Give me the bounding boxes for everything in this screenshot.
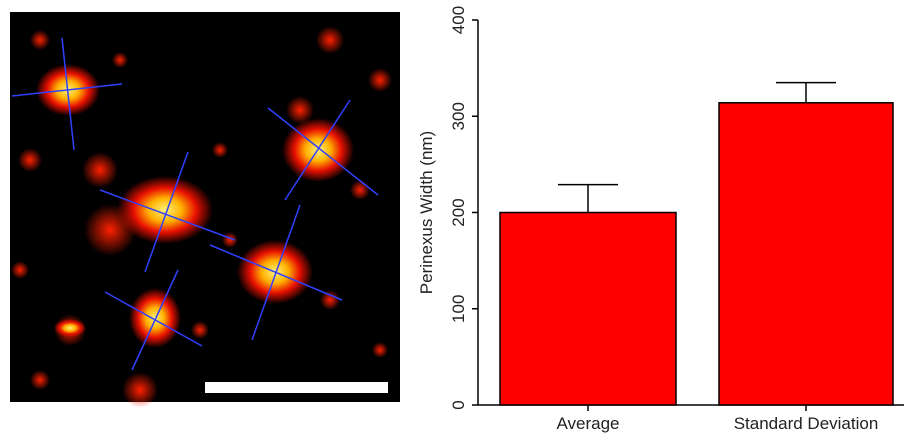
y-tick-label: 400 bbox=[449, 6, 468, 34]
x-tick-label: Average bbox=[556, 414, 619, 433]
y-axis-label: Perinexus Width (nm) bbox=[417, 131, 436, 294]
measurement-lines bbox=[11, 37, 379, 371]
y-tick-label: 0 bbox=[449, 400, 468, 409]
scale-bar bbox=[205, 382, 388, 393]
cells bbox=[36, 64, 354, 348]
bar bbox=[499, 211, 677, 406]
y-tick-label: 200 bbox=[449, 198, 468, 226]
y-tick-label: 100 bbox=[449, 295, 468, 323]
x-tick-label: Standard Deviation bbox=[734, 414, 879, 433]
bar-chart: Perinexus Width (nm) 0 100 200 300 400 Average… bbox=[417, 6, 904, 433]
y-tick-label: 300 bbox=[449, 102, 468, 130]
micrograph bbox=[10, 12, 400, 408]
bar bbox=[718, 102, 894, 406]
